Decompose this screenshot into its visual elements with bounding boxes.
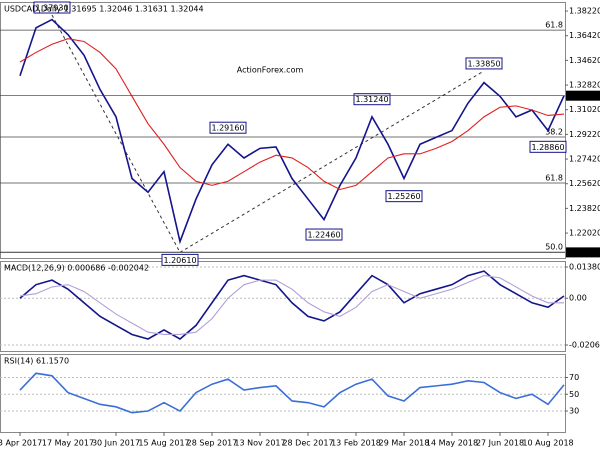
x-tick-label: 13 Feb 2018 [331,439,381,448]
series-line [19,18,565,245]
price-label-box [305,228,343,241]
y-tick-label: 50 [569,390,579,399]
x-tick-label: 15 Aug 2017 [138,439,189,448]
price-label-box [529,140,567,153]
y-tick-label: -0.020648 [569,340,600,349]
fib-label: 61.8 [545,174,563,183]
price-panel [0,2,566,259]
price-label-box [385,190,423,203]
x-tick-label: 10 Aug 2018 [522,439,573,448]
y-tick-label: 0.013802 [569,262,600,271]
x-tick-label: 14 May 2018 [426,439,478,448]
x-tick-label: 28 Dec 2017 [282,439,333,448]
y-tick-label: 1.36420 [569,31,600,40]
price-label: 1.28860 [531,143,564,152]
x-tick-label: 3 Apr 2017 [0,439,42,448]
panel-title: MACD(12,26,9) 0.000686 -0.002042 [4,264,149,273]
x-tick-label: 27 Jun 2018 [476,439,524,448]
y-tick-label: 1.38220 [569,7,600,16]
x-tick-label: 30 Jun 2017 [92,439,140,448]
y-tick-label: 1.34620 [569,56,600,65]
price-label: 1.29160 [211,124,244,133]
x-tick-label: 28 Sep 2017 [187,439,238,448]
y-tick-label: 1.23820 [569,204,600,213]
price-label: 1.25260 [387,192,420,201]
price-label-box [209,121,247,134]
x-tick-label: 13 Nov 2017 [234,439,285,448]
series-line [19,270,565,340]
trend-line [51,14,181,253]
price-label-box [465,57,503,70]
axis-mark-box [566,247,600,258]
x-tick-label: 29 Mar 2018 [379,439,430,448]
y-tick-label: 70 [569,373,579,382]
fib-label: 38.2 [545,127,563,136]
axis-mark-label: 1.2061 [568,248,596,257]
y-tick-label: 1.29220 [569,130,600,139]
y-tick-label: 1.32820 [569,81,600,90]
price-label-box [33,1,71,14]
axis-mark-label: 1.32044 [568,91,600,100]
price-label: 1.31240 [355,95,388,104]
fib-label: 61.8 [545,21,563,30]
series-line [19,275,564,336]
y-tick-label: 30 [569,407,579,416]
price-label: 1.33850 [467,59,500,68]
y-tick-label: 0.00 [569,294,587,303]
panel-title: USDCAD,Daily 1.31695 1.32046 1.31631 1.3… [4,5,204,14]
macd-panel [0,261,566,352]
rsi-panel [0,354,566,433]
y-tick-label: 1.25620 [569,179,600,188]
y-tick-label: 1.31020 [569,105,600,114]
series-line [19,372,565,414]
panel-title: RSI(14) 61.1570 [4,357,69,366]
price-label: 1.22460 [307,231,340,240]
watermark: ActionForex.com [237,66,304,75]
fib-label: 50.0 [545,243,563,252]
y-tick-label: 1.27420 [569,155,600,164]
axis-mark-box [566,90,600,101]
series-line [19,38,565,191]
price-label-box [161,253,199,266]
price-label: 1.37930 [35,4,68,13]
x-tick-label: 17 May 2017 [42,439,94,448]
y-tick-label: 1.22020 [569,229,600,238]
price-label-box [353,93,391,106]
trend-line [179,70,485,253]
price-label: 1.20610 [163,256,196,265]
